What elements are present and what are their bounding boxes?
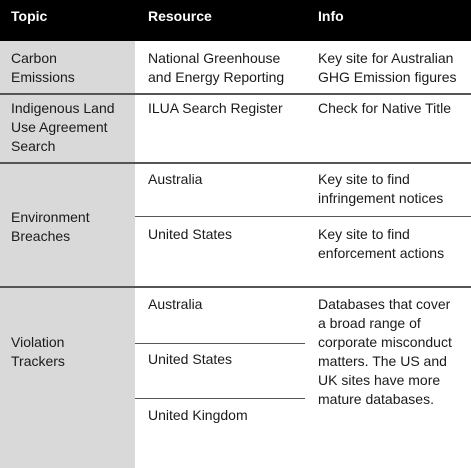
info-line: Key site to find [318, 171, 410, 187]
subrow-divider [135, 216, 471, 217]
topic-line: Search [11, 138, 56, 154]
topic-line: Breaches [11, 228, 71, 244]
table-header: Topic Resource Info [0, 0, 471, 41]
info-line: matters. The US and [318, 353, 447, 369]
header-info: Info [318, 8, 344, 24]
info-line: mature databases. [318, 391, 434, 407]
header-topic: Topic [11, 8, 48, 24]
row-divider [0, 93, 471, 95]
resource-line: ILUA Search Register [148, 100, 283, 116]
topic-bg-violation [0, 288, 135, 468]
topic-line: Violation [11, 334, 65, 350]
info-line: Key site to find [318, 226, 410, 242]
info-ilua: Check for Native Title [318, 99, 451, 118]
info-line: infringement notices [318, 190, 444, 206]
resource-line: United Kingdom [148, 407, 248, 423]
topic-bg-ilua [0, 95, 135, 162]
resource-violation-australia[interactable]: Australia [148, 295, 202, 314]
subrow-divider [135, 343, 305, 344]
resource-line: United States [148, 351, 233, 367]
info-line: enforcement actions [318, 245, 445, 261]
topic-line: Environment [11, 209, 90, 225]
info-line: corporate misconduct [318, 334, 452, 350]
resource-line: and Energy Reporting [148, 69, 285, 85]
topic-ilua: Indigenous Land Use Agreement Search [11, 99, 115, 156]
info-line: GHG Emission figures [318, 69, 457, 85]
info-line: Key site for Australian [318, 50, 454, 66]
topic-line: Carbon [11, 50, 57, 66]
info-carbon: Key site for Australian GHG Emission fig… [318, 49, 456, 87]
resource-ilua-search-register[interactable]: ILUA Search Register [148, 99, 283, 118]
row-divider [0, 162, 471, 164]
info-line: a broad range of [318, 315, 421, 331]
resource-violation-united-kingdom[interactable]: United Kingdom [148, 406, 248, 425]
subrow-divider [135, 398, 305, 399]
topic-line: Use Agreement [11, 119, 108, 135]
info-line: Check for Native Title [318, 100, 452, 116]
topic-environment-breaches: Environment Breaches [11, 208, 90, 246]
topic-line: Indigenous Land [11, 100, 115, 116]
info-line: Databases that cover [318, 296, 451, 312]
info-environment-australia: Key site to find infringement notices [318, 170, 443, 208]
resource-line: United States [148, 226, 233, 242]
topic-bg-carbon [0, 41, 135, 93]
resource-line: Australia [148, 171, 203, 187]
topic-bg-environment [0, 164, 135, 286]
topic-violation-trackers: Violation Trackers [11, 333, 65, 371]
topic-carbon-emissions: Carbon Emissions [11, 49, 75, 87]
info-violation: Databases that cover a broad range of co… [318, 295, 452, 409]
resource-environment-united-states[interactable]: United States [148, 225, 232, 244]
info-environment-united-states: Key site to find enforcement actions [318, 225, 444, 263]
topic-line: Trackers [11, 353, 65, 369]
row-divider [0, 286, 471, 288]
resource-national-greenhouse[interactable]: National Greenhouse and Energy Reporting [148, 49, 284, 87]
resource-line: Australia [148, 296, 203, 312]
resource-line: National Greenhouse [148, 50, 281, 66]
resource-violation-united-states[interactable]: United States [148, 350, 232, 369]
resource-environment-australia[interactable]: Australia [148, 170, 202, 189]
info-line: UK sites have more [318, 372, 441, 388]
topic-line: Emissions [11, 69, 75, 85]
header-resource: Resource [148, 8, 212, 24]
